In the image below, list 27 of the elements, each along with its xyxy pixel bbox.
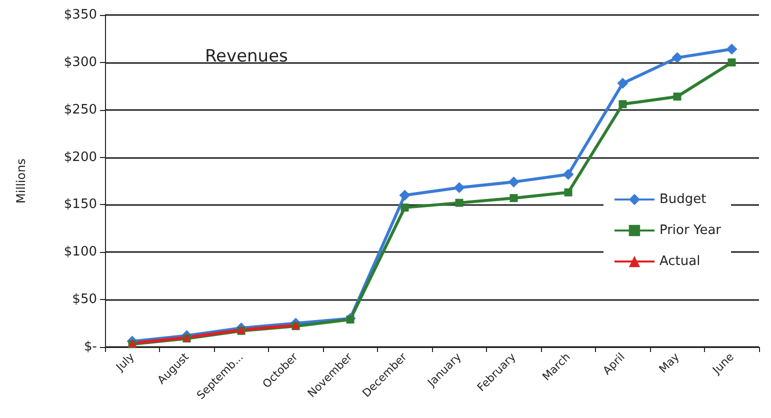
legend-label: Budget: [659, 192, 706, 207]
text: Revenues: [205, 46, 288, 66]
y-tick-label: $50: [72, 292, 97, 308]
y-tick-label: $100: [64, 244, 97, 260]
point: [618, 100, 627, 108]
point: [510, 194, 518, 202]
point: [617, 78, 628, 89]
point: [728, 58, 736, 66]
y-tick-label: $-: [84, 340, 98, 354]
point: [455, 198, 464, 207]
y-tick-label: $250: [64, 102, 97, 118]
point: [673, 92, 682, 101]
legend-label: Actual: [659, 254, 700, 269]
y-tick-label: $150: [64, 197, 97, 212]
point: [508, 176, 520, 188]
y-tick-label: $350: [64, 8, 97, 22]
point: [400, 204, 409, 212]
point: [399, 190, 410, 201]
y-tick-label: $300: [64, 54, 97, 70]
point: [454, 182, 465, 194]
point: [564, 188, 572, 196]
point: [726, 44, 738, 55]
y-axis-title: Millions: [14, 158, 28, 204]
point: [562, 168, 574, 180]
y-tick-label: $200: [64, 150, 97, 165]
legend-label: Prior Year: [659, 223, 722, 238]
point: [672, 52, 683, 64]
